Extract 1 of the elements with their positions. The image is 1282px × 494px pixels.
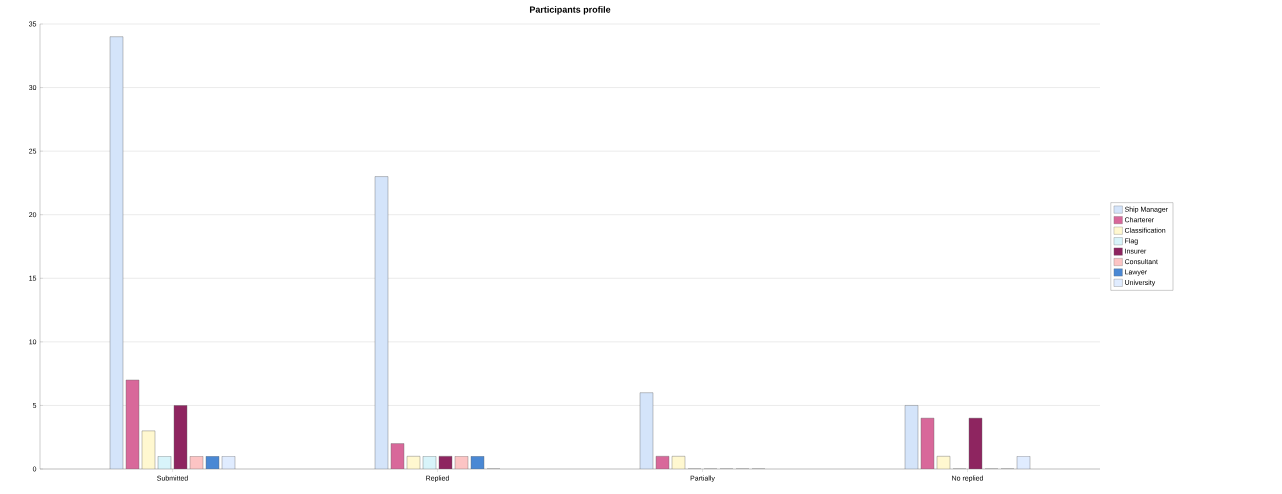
chart-title: Participants profile — [529, 6, 611, 15]
